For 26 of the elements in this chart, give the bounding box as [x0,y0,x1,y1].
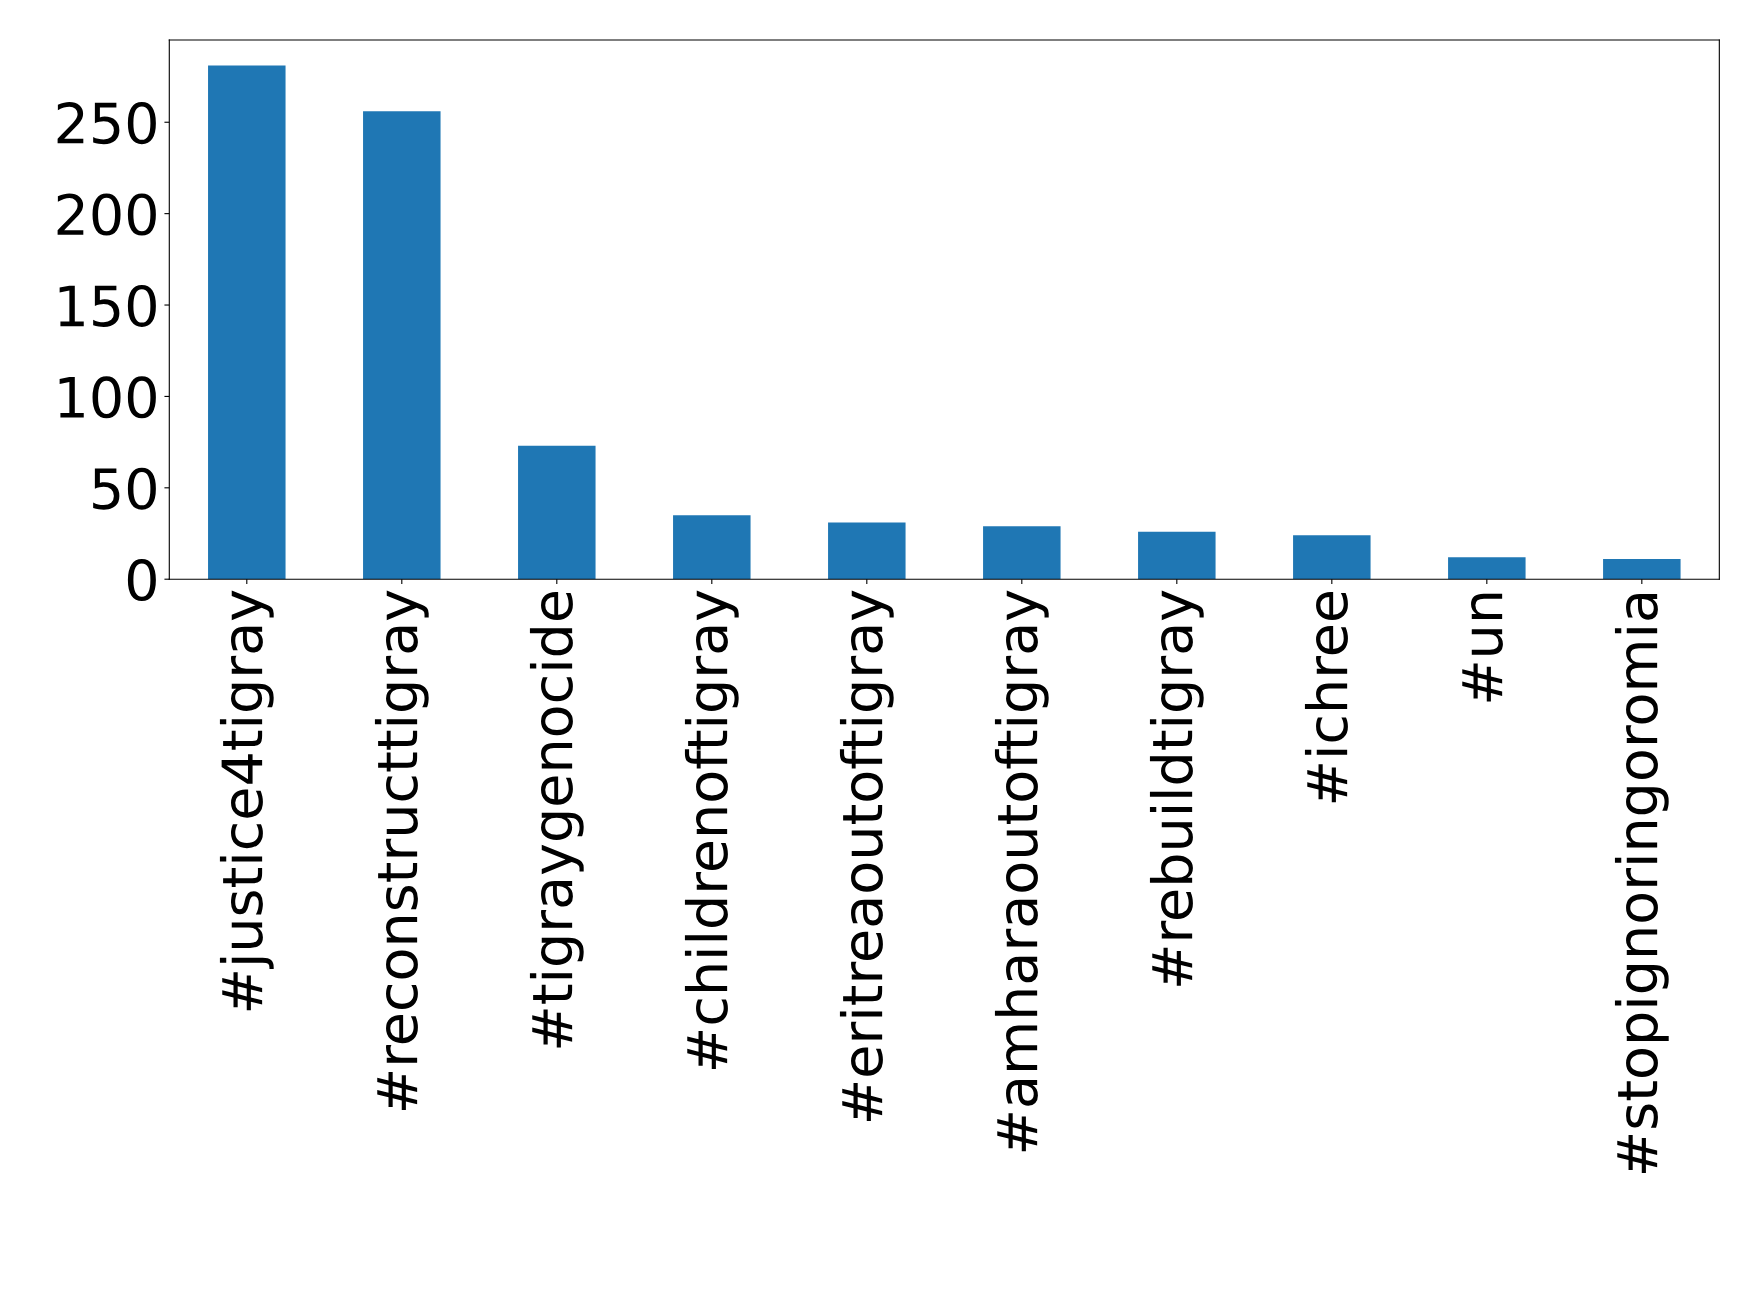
bar [518,445,596,580]
x-tick-label: #ichree [1304,591,1348,803]
x-tick-label: #eritreaoutoftigray [839,590,894,1122]
x-tick-label: #un [1462,593,1503,702]
bar [1603,559,1681,580]
y-tick-label: 250 [57,102,156,145]
x-tick-label: #justice4tigray [219,590,274,1011]
bar [673,515,751,580]
y-tick-label: 0 [127,559,156,602]
bar [1448,557,1526,580]
bar [208,65,286,580]
x-tick-label: #reconstructtigray [374,590,429,1111]
y-tick-label: 50 [93,467,156,510]
bar [983,526,1061,580]
x-tick-label: #childrenoftigray [684,590,739,1069]
bar [363,111,441,580]
y-tick-label: 200 [57,193,156,236]
bar [828,522,906,580]
bar [1138,531,1216,580]
y-tick-label: 150 [59,284,156,327]
x-tick-label: #rebuildtigray [1149,590,1204,986]
x-tick-label: #stopignoringoromia [1614,593,1669,1173]
y-tick-label: 100 [59,376,156,419]
x-tick-label: #tigraygenocide [529,591,584,1048]
x-tick-label: #amharaoutoftigray [994,590,1049,1152]
bar [1293,535,1371,580]
